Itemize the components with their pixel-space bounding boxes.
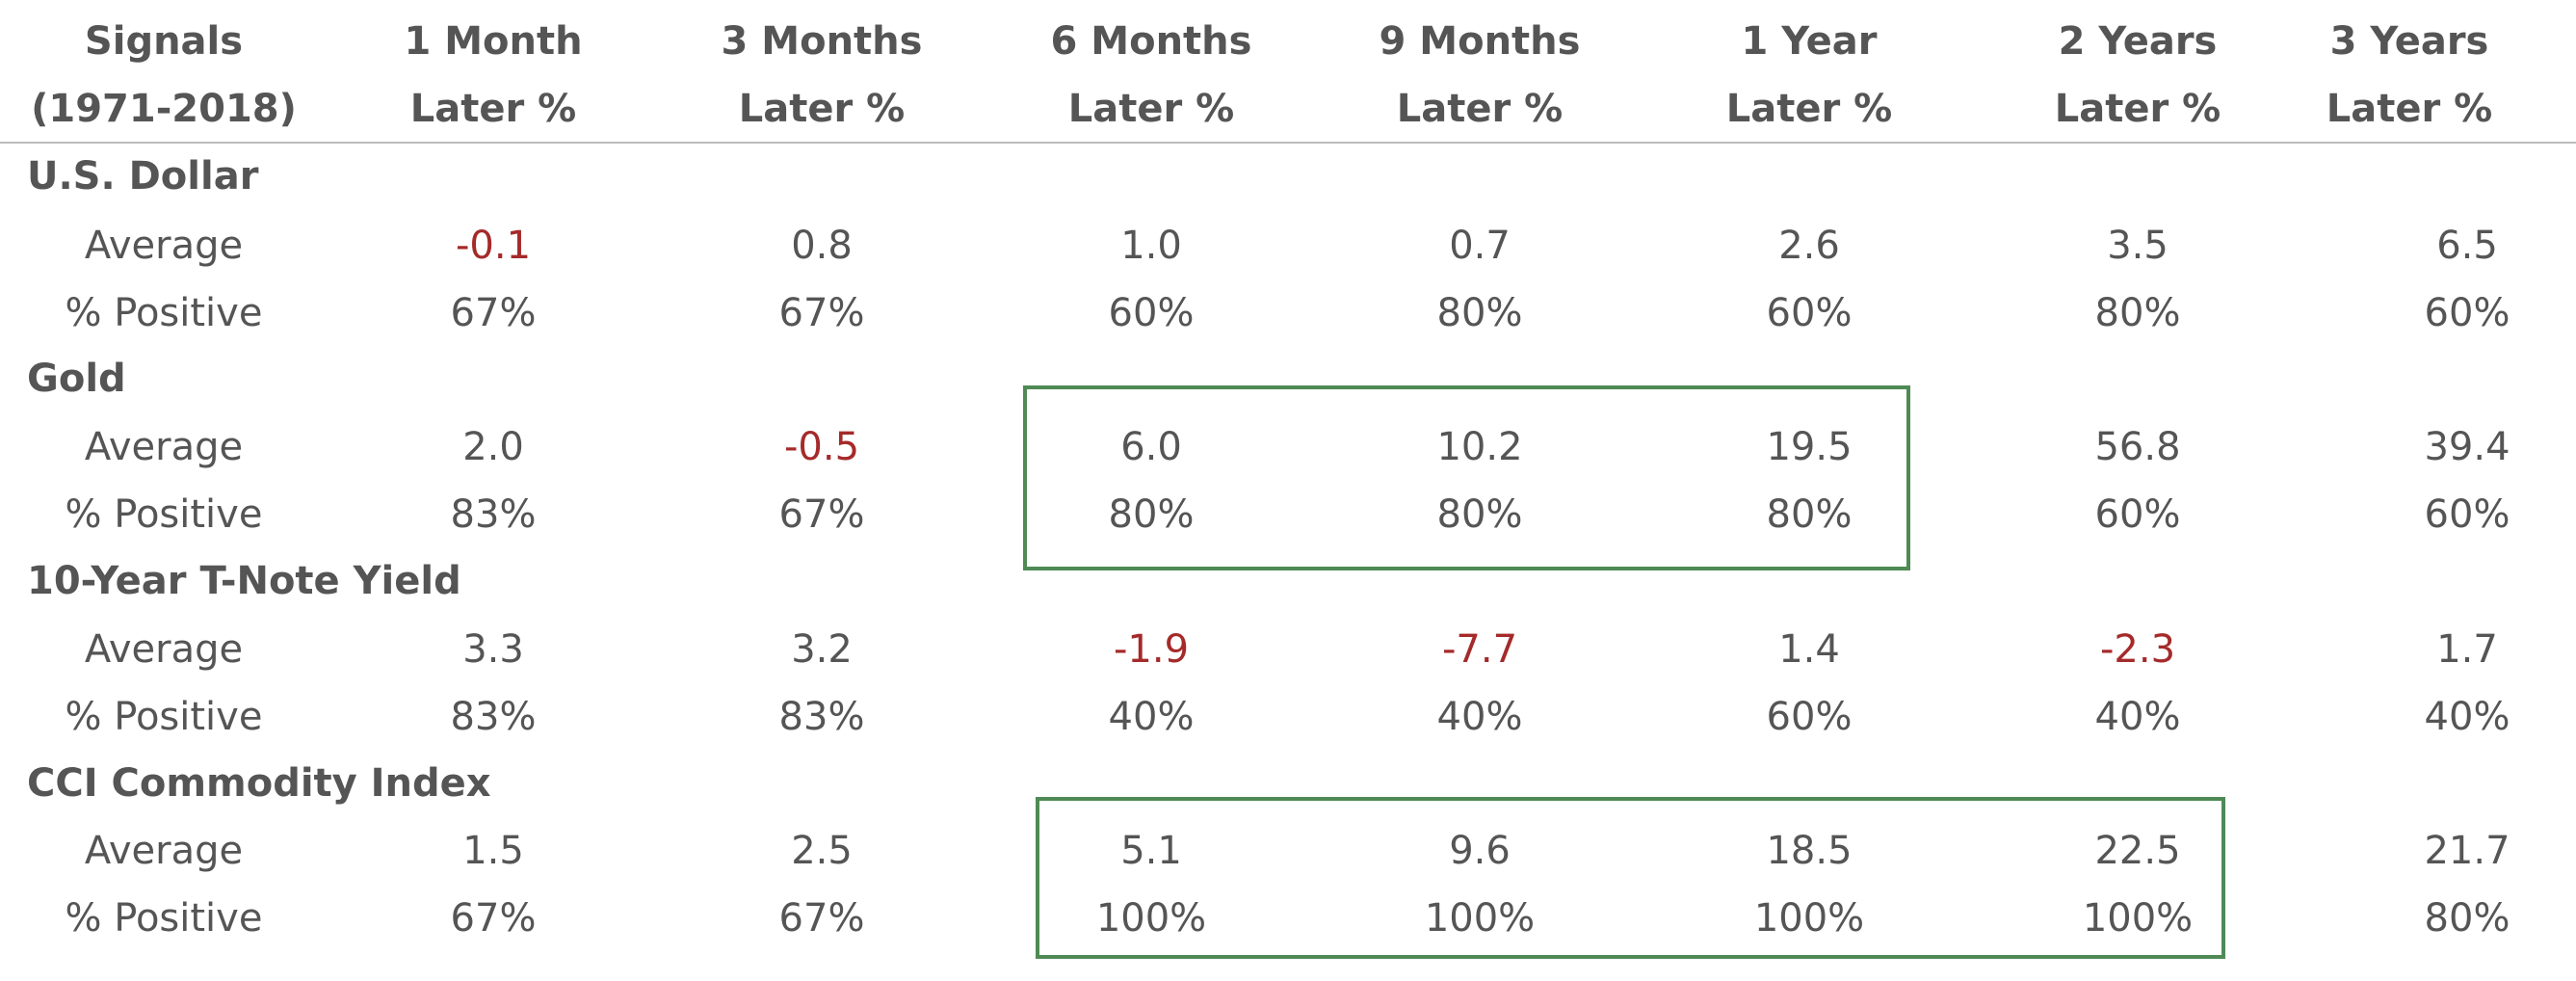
table-cell: 5.1 <box>1120 829 1182 873</box>
header-1-month: 1 Month Later % <box>339 8 647 143</box>
table-cell: 1.0 <box>1120 224 1182 268</box>
section-title-10-year-t-note-yield: 10-Year T-Note Yield <box>27 559 461 603</box>
table-cell: 60% <box>1766 291 1853 335</box>
table-cell: 100% <box>1424 896 1536 941</box>
table-cell: 0.8 <box>791 224 853 268</box>
header-signals: Signals (1971-2018) <box>10 8 318 143</box>
table-cell: 60% <box>2424 492 2510 537</box>
header-9-months-line1: 9 Months <box>1379 19 1581 64</box>
table-cell: 80% <box>2424 896 2510 941</box>
table-cell: 2.6 <box>1778 224 1840 268</box>
table-cell: 60% <box>1108 291 1195 335</box>
table-cell: 1.7 <box>2436 627 2498 672</box>
table-cell: 1.4 <box>1778 627 1840 672</box>
table-cell: 3.2 <box>791 627 853 672</box>
table-cell: 40% <box>1108 695 1195 739</box>
section-title-gold: Gold <box>27 357 126 401</box>
table-cell: 100% <box>1095 896 1207 941</box>
header-1-year-line1: 1 Year <box>1741 19 1878 64</box>
table-cell: 80% <box>1436 291 1523 335</box>
header-1-year: 1 Year Later % <box>1655 8 1963 143</box>
table-cell: 3.5 <box>2107 224 2169 268</box>
table-cell: 80% <box>1436 492 1523 537</box>
table-cell: 60% <box>2424 291 2510 335</box>
table-cell: 21.7 <box>2424 829 2510 873</box>
table-cell: 22.5 <box>2094 829 2181 873</box>
header-3-years: 3 Years Later % <box>2255 8 2563 143</box>
table-cell: 67% <box>450 291 537 335</box>
section-title-cci-commodity-index: CCI Commodity Index <box>27 761 491 806</box>
row-label-percent-positive: % Positive <box>65 695 263 739</box>
row-label-average: Average <box>84 829 244 873</box>
header-1-month-line2: Later % <box>409 87 577 131</box>
table-cell: 80% <box>2094 291 2181 335</box>
table-cell: 40% <box>2094 695 2181 739</box>
header-3-months-line2: Later % <box>738 87 906 131</box>
row-label-percent-positive: % Positive <box>65 291 263 335</box>
table-cell: 83% <box>778 695 865 739</box>
header-1-year-line2: Later % <box>1725 87 1893 131</box>
table-cell: 6.5 <box>2436 224 2498 268</box>
table-cell: 2.0 <box>462 425 524 469</box>
table-cell: 67% <box>778 291 865 335</box>
row-label-percent-positive: % Positive <box>65 492 263 537</box>
row-label-average: Average <box>84 627 244 672</box>
header-9-months-line2: Later % <box>1396 87 1564 131</box>
table-cell: 80% <box>1766 492 1853 537</box>
table-cell: 0.7 <box>1449 224 1511 268</box>
table-cell: 2.5 <box>791 829 853 873</box>
table-cell: 6.0 <box>1120 425 1182 469</box>
header-3-months-line1: 3 Months <box>721 19 923 64</box>
row-label-percent-positive: % Positive <box>65 896 263 941</box>
table-cell: 18.5 <box>1766 829 1853 873</box>
table-cell: 10.2 <box>1436 425 1523 469</box>
table-cell: 80% <box>1108 492 1195 537</box>
section-title-us-dollar: U.S. Dollar <box>27 154 259 199</box>
table-cell: 56.8 <box>2094 425 2181 469</box>
table-cell: -0.5 <box>783 425 860 469</box>
header-signals-line2: (1971-2018) <box>31 87 297 131</box>
header-3-years-line1: 3 Years <box>2329 19 2489 64</box>
header-3-years-line2: Later % <box>2326 87 2493 131</box>
header-2-years-line1: 2 Years <box>2058 19 2218 64</box>
header-signals-line1: Signals <box>84 19 244 64</box>
table-cell: 3.3 <box>462 627 524 672</box>
table-cell: 39.4 <box>2424 425 2510 469</box>
table-cell: -2.3 <box>2099 627 2176 672</box>
header-9-months: 9 Months Later % <box>1326 8 1634 143</box>
table-cell: -7.7 <box>1441 627 1518 672</box>
table-cell: 1.5 <box>462 829 524 873</box>
table-cell: 67% <box>450 896 537 941</box>
table-cell: 9.6 <box>1449 829 1511 873</box>
header-6-months: 6 Months Later % <box>997 8 1305 143</box>
header-6-months-line1: 6 Months <box>1050 19 1252 64</box>
gold-highlight-box <box>1023 385 1910 570</box>
table-cell: 60% <box>2094 492 2181 537</box>
table-cell: 60% <box>1766 695 1853 739</box>
table-cell: 83% <box>450 695 537 739</box>
header-divider <box>0 142 2576 144</box>
row-label-average: Average <box>84 224 244 268</box>
table-cell: 67% <box>778 896 865 941</box>
cci-highlight-box <box>1036 797 2225 959</box>
table-cell: 40% <box>1436 695 1523 739</box>
table-cell: 100% <box>1753 896 1865 941</box>
table-cell: 19.5 <box>1766 425 1853 469</box>
table-cell: 67% <box>778 492 865 537</box>
table-cell: -0.1 <box>455 224 532 268</box>
header-2-years: 2 Years Later % <box>1984 8 2292 143</box>
header-3-months: 3 Months Later % <box>668 8 976 143</box>
header-2-years-line2: Later % <box>2054 87 2221 131</box>
header-6-months-line2: Later % <box>1067 87 1235 131</box>
row-label-average: Average <box>84 425 244 469</box>
table-cell: 100% <box>2082 896 2194 941</box>
table-cell: 83% <box>450 492 537 537</box>
table-cell: -1.9 <box>1113 627 1190 672</box>
header-1-month-line1: 1 Month <box>404 19 583 64</box>
table-cell: 40% <box>2424 695 2510 739</box>
